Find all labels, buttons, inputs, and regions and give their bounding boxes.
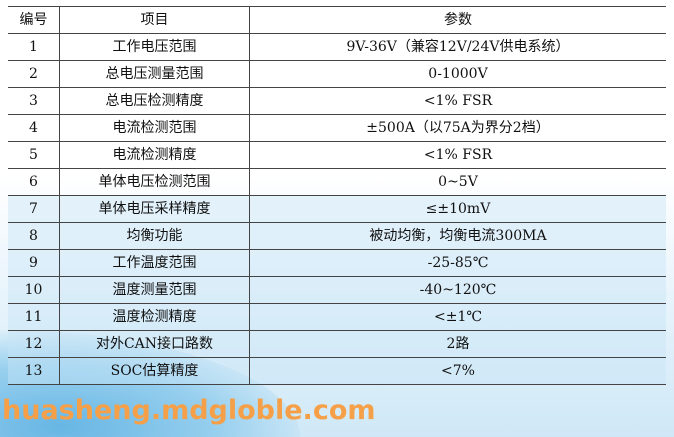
table-row: 13 SOC估算精度 <7% [8,357,666,385]
cell-no: 1 [8,33,60,61]
cell-item: 电流检测范围 [59,114,250,142]
cell-item: 电流检测精度 [59,141,250,169]
cell-no: 3 [8,87,60,115]
table-row: 8 均衡功能 被动均衡，均衡电流300MA [8,222,666,250]
cell-item: 工作电压范围 [59,33,250,61]
cell-no: 9 [8,249,60,277]
spec-table: 编号 项目 参数 1 工作电压范围 9V-36V（兼容12V/24V供电系统） 2 总电… [8,6,666,385]
cell-item: 总电压测量范围 [59,60,250,88]
table-row: 5 电流检测精度 <1% FSR [8,141,666,169]
table-row: 11 温度检测精度 <±1℃ [8,303,666,331]
cell-no: 7 [8,195,60,223]
cell-item: 总电压检测精度 [59,87,250,115]
cell-param: <1% FSR [249,141,666,169]
cell-item: SOC估算精度 [59,357,250,385]
watermark: huasheng.mdgloble.com [2,395,376,426]
cell-param: 0~5V [249,168,666,196]
cell-no: 11 [8,303,60,331]
table-row: 6 单体电压检测范围 0~5V [8,168,666,196]
table-row: 4 电流检测范围 ±500A（以75A为界分2档） [8,114,666,142]
table-row: 10 温度测量范围 -40~120℃ [8,276,666,304]
cell-no: 6 [8,168,60,196]
cell-item: 对外CAN接口路数 [59,330,250,358]
cell-no: 13 [8,357,60,385]
cell-no: 2 [8,60,60,88]
table-row: 3 总电压检测精度 <1% FSR [8,87,666,115]
cell-item: 单体电压检测范围 [59,168,250,196]
cell-item: 均衡功能 [59,222,250,250]
table-row: 2 总电压测量范围 0-1000V [8,60,666,88]
table-row: 1 工作电压范围 9V-36V（兼容12V/24V供电系统） [8,33,666,61]
cell-no: 10 [8,276,60,304]
table-row: 9 工作温度范围 -25-85℃ [8,249,666,277]
cell-param: 2路 [249,330,666,358]
cell-param: <7% [249,357,666,385]
table-row: 12 对外CAN接口路数 2路 [8,330,666,358]
header-param: 参数 [249,6,666,34]
header-no: 编号 [8,6,60,34]
table-body: 1 工作电压范围 9V-36V（兼容12V/24V供电系统） 2 总电压测量范围 0-10… [8,33,666,385]
cell-param: 被动均衡，均衡电流300MA [249,222,666,250]
cell-param: 9V-36V（兼容12V/24V供电系统） [249,33,666,61]
cell-item: 工作温度范围 [59,249,250,277]
cell-item: 单体电压采样精度 [59,195,250,223]
cell-param: ≤±10mV [249,195,666,223]
cell-param: -40~120℃ [249,276,666,304]
cell-param: -25-85℃ [249,249,666,277]
cell-no: 12 [8,330,60,358]
cell-item: 温度检测精度 [59,303,250,331]
table-row: 7 单体电压采样精度 ≤±10mV [8,195,666,223]
cell-param: 0-1000V [249,60,666,88]
table-header: 编号 项目 参数 [8,6,666,34]
cell-item: 温度测量范围 [59,276,250,304]
cell-no: 8 [8,222,60,250]
cell-no: 5 [8,141,60,169]
cell-param: <±1℃ [249,303,666,331]
cell-no: 4 [8,114,60,142]
cell-param: ±500A（以75A为界分2档） [249,114,666,142]
cell-param: <1% FSR [249,87,666,115]
header-item: 项目 [59,6,250,34]
